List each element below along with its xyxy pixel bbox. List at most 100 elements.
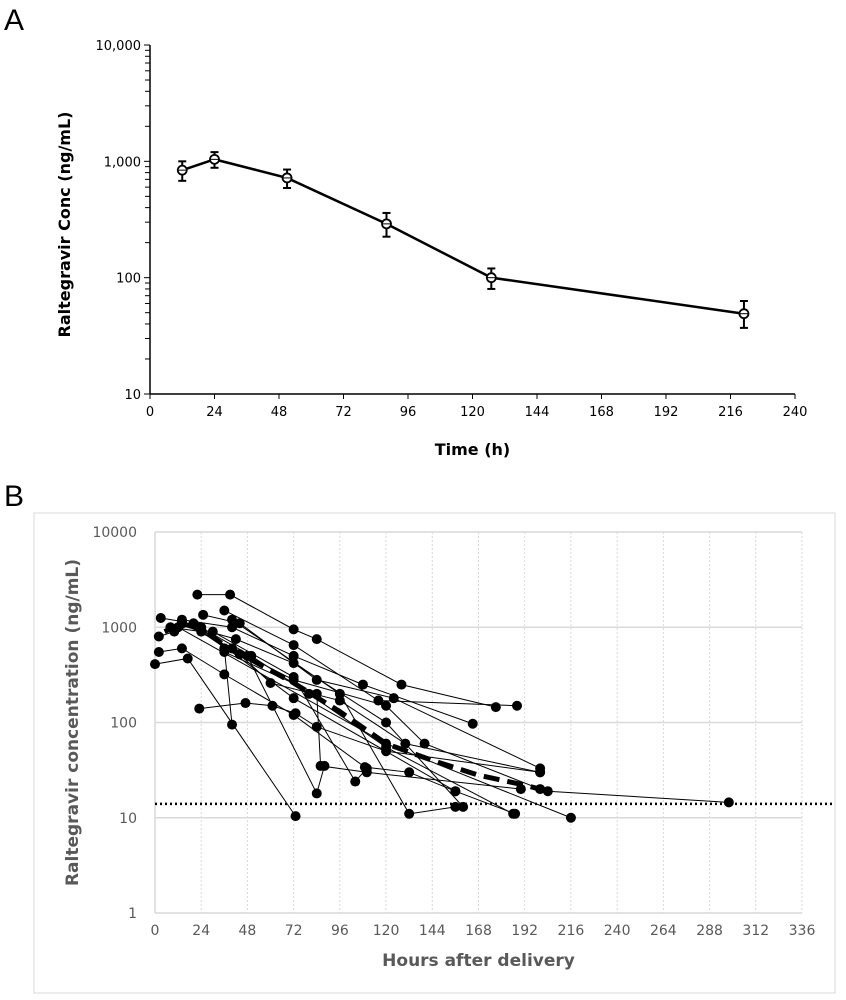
y-tick-label: 1,000	[104, 155, 141, 170]
x-tick-label: 168	[589, 405, 614, 420]
x-tick-label: 240	[604, 923, 631, 939]
x-tick-label: 24	[192, 923, 210, 939]
subject-point	[404, 767, 415, 778]
x-tick-label: 0	[146, 405, 154, 420]
subject-point	[361, 763, 372, 774]
x-tick-label: 144	[525, 405, 550, 420]
subject-line-7	[158, 622, 514, 815]
x-tick-label: 72	[285, 923, 303, 939]
x-axis-title: Time (h)	[435, 440, 511, 459]
subject-line-1	[197, 594, 496, 708]
subject-point	[381, 700, 392, 711]
x-tick-label: 216	[558, 923, 585, 939]
y-tick-label: 100	[116, 272, 141, 287]
y-tick-label: 10	[124, 388, 141, 403]
y-tick-label: 1	[128, 906, 137, 922]
subject-line-3	[160, 617, 464, 808]
subject-point	[153, 646, 164, 657]
x-tick-label: 240	[783, 405, 808, 420]
subject-point	[234, 618, 245, 629]
x-tick-label: 216	[718, 405, 743, 420]
subject-point	[723, 797, 734, 808]
subject-point	[510, 808, 521, 819]
x-tick-label: 192	[511, 923, 538, 939]
subject-point	[288, 650, 299, 661]
subject-point	[230, 634, 241, 645]
subject-point	[404, 808, 415, 819]
subject-point	[227, 614, 238, 625]
panel-label-b: B	[4, 480, 24, 513]
subject-point	[467, 718, 478, 729]
subject-point	[334, 688, 345, 699]
subject-point	[153, 631, 164, 642]
x-tick-label: 312	[742, 923, 769, 939]
subject-point	[155, 613, 166, 624]
y-tick-label: 100	[110, 716, 137, 732]
subject-point	[512, 700, 523, 711]
y-tick-label: 1000	[101, 620, 137, 636]
subject-line-16	[200, 628, 516, 815]
mean-dashed-line	[163, 620, 549, 794]
subject-point	[490, 702, 501, 713]
subject-point	[240, 698, 251, 709]
subject-point	[290, 708, 301, 719]
chart-a: 10 100 1,000 10,000 0 24 48 72 96 120 144 168 192 216…	[55, 39, 807, 459]
subject-point	[450, 801, 461, 812]
x-tick-label: 192	[654, 405, 679, 420]
y-axis-title: Raltegravir concentration (ng/mL)	[63, 559, 83, 886]
x-tick-label: 96	[400, 405, 417, 420]
subject-point	[219, 605, 230, 616]
x-tick-label: 0	[151, 923, 160, 939]
subject-point	[388, 693, 399, 704]
x-tick-label: 336	[789, 923, 816, 939]
subject-point	[194, 703, 205, 714]
x-tick-label: 72	[335, 405, 352, 420]
subject-point	[515, 784, 526, 795]
subject-point	[357, 679, 368, 690]
y-tick-label: 10000	[92, 525, 137, 541]
subject-point	[396, 679, 407, 690]
subject-point	[219, 669, 230, 680]
chart-b: 0 24 48 72 96 120 144 168 192 216 240 264 288 312 336 1…	[63, 525, 832, 971]
x-tick-label: 264	[650, 923, 677, 939]
subject-point	[225, 589, 236, 600]
subject-point	[350, 776, 361, 787]
x-tick-label: 48	[271, 405, 288, 420]
subject-line-14	[231, 619, 456, 815]
subject-point	[288, 640, 299, 651]
y-tick-label: 10	[119, 811, 137, 827]
subject-point	[176, 643, 187, 654]
subject-point	[319, 760, 330, 771]
subject-point	[381, 717, 392, 728]
subject-point	[192, 589, 203, 600]
subject-point	[458, 801, 469, 812]
subject-point	[311, 674, 322, 685]
panel-label-a: A	[4, 4, 24, 37]
mean-line	[181, 158, 745, 315]
subject-line-18	[547, 790, 729, 803]
subject-point	[311, 634, 322, 645]
subject-point	[288, 693, 299, 704]
x-tick-label: 120	[460, 405, 485, 420]
x-tick-label: 168	[465, 923, 492, 939]
chart-b-frame	[33, 512, 836, 994]
y-axis-title: Raltegravir Conc (ng/mL)	[55, 112, 74, 338]
x-tick-label: 96	[331, 923, 349, 939]
y-tick-label: 10,000	[96, 39, 142, 54]
x-axis-title: Hours after delivery	[382, 951, 575, 971]
x-tick-label: 48	[239, 923, 257, 939]
subject-point	[150, 659, 160, 670]
subject-point	[400, 738, 411, 749]
x-tick-label: 120	[373, 923, 400, 939]
x-tick-label: 144	[419, 923, 446, 939]
subject-point	[311, 788, 322, 799]
subject-point	[290, 811, 301, 822]
subject-line-13	[212, 631, 368, 783]
subject-point	[419, 738, 430, 749]
subject-point	[288, 624, 299, 635]
subject-point	[198, 609, 209, 620]
subject-point	[535, 767, 546, 778]
subject-point	[450, 786, 461, 797]
